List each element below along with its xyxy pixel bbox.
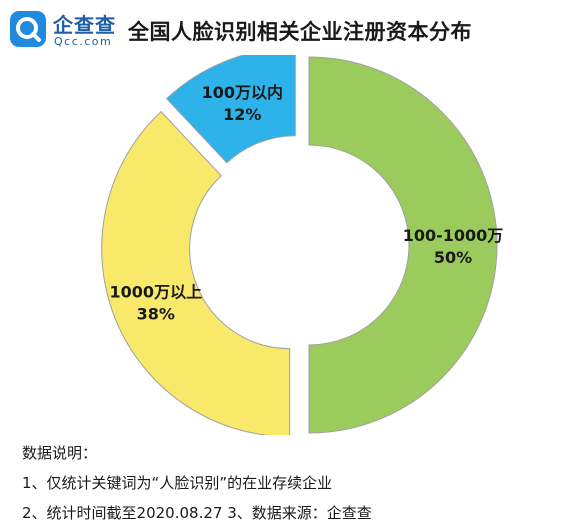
donut-slice-2 <box>101 110 291 435</box>
slice-value-1: 50% <box>434 248 472 267</box>
slice-label-3: 100万以内 <box>202 83 283 102</box>
slice-label-1: 100-1000万 <box>403 226 504 245</box>
qcc-logo-icon <box>10 11 46 47</box>
logo-subtext: Qcc.com <box>54 35 113 48</box>
notes-line-2: 2、统计时间截至2020.08.27 3、数据来源：企查查 <box>22 504 372 522</box>
slice-value-3: 12% <box>223 105 261 124</box>
donut-slice-3 <box>165 55 296 164</box>
chart-title: 全国人脸识别相关企业注册资本分布 <box>128 20 472 44</box>
donut-chart: 100-1000万 50% 1000万以上 38% 100万以内 12% <box>101 55 504 435</box>
notes-heading: 数据说明： <box>22 444 98 462</box>
data-notes: 数据说明： 1、仅统计关键词为“人脸识别”的在业存续企业 2、统计时间截至202… <box>22 438 372 528</box>
donut-slice-1 <box>308 56 498 434</box>
logo: 企查查 Qcc.com <box>9 8 119 52</box>
slice-value-2: 38% <box>137 305 175 324</box>
slice-label-2: 1000万以上 <box>110 283 203 302</box>
logo-text: 企查查 <box>53 13 116 37</box>
notes-line-1: 1、仅统计关键词为“人脸识别”的在业存续企业 <box>22 474 333 492</box>
